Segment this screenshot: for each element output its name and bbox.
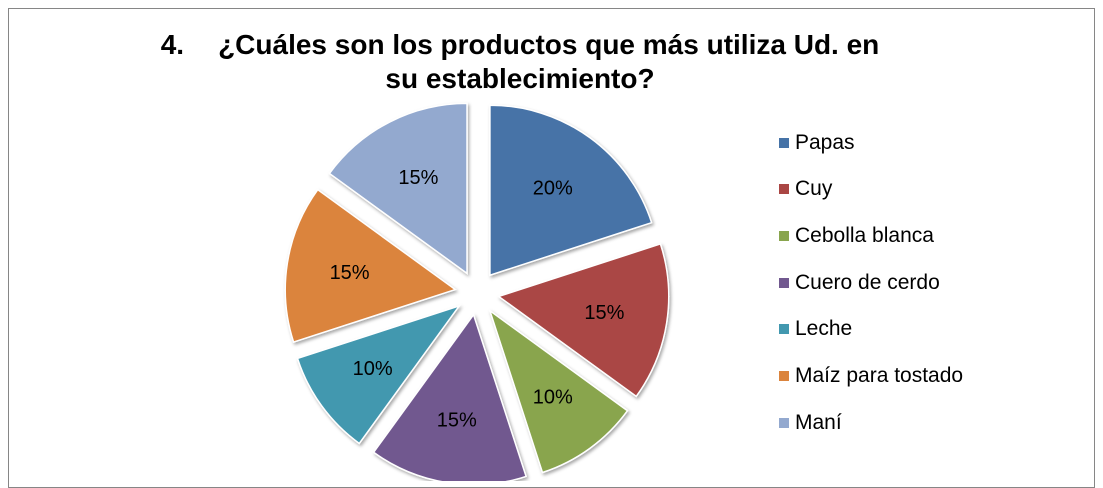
chart-title: 4. ¿Cuáles son los productos que más util… [140,28,900,96]
pie-data-labels: 20% 15% 10% 15% 10% 15% 15% [330,167,625,431]
legend-swatch [779,137,789,148]
pie-slice-4 [372,313,528,481]
data-label-4: 15% [437,409,477,431]
legend-swatch [779,370,789,381]
legend-swatch [779,277,789,288]
legend-swatch [779,184,789,195]
legend-item: Maní [779,407,963,438]
legend-item: Maíz para tostado [779,360,963,391]
legend-label: Leche [795,317,853,341]
legend-label: Maíz para tostado [795,363,964,387]
pie-slice-2 [497,242,670,398]
data-label-3: 10% [533,386,573,408]
legend-label: Cebolla blanca [795,223,934,247]
legend-label: Cuy [795,177,833,201]
chart-title-line-1: 4. ¿Cuáles son los productos que más util… [140,28,900,62]
chart-legend: Papas Cuy Cebolla blanca Cuero de cerdo Lech… [779,127,963,454]
legend-label: Papas [795,130,855,154]
legend-item: Cuy [779,174,963,205]
legend-swatch [779,324,789,335]
legend-label: Cuero de cerdo [795,270,940,294]
legend-item: Cebolla blanca [779,220,963,251]
legend-item: Papas [779,127,963,158]
data-label-5: 10% [353,358,393,380]
chart-title-number: 4. [160,29,185,60]
legend-swatch [779,230,789,241]
legend-swatch [779,417,789,428]
pie-slice-3 [488,308,629,474]
data-label-1: 20% [533,178,573,200]
pie-slice-6 [284,188,457,344]
data-label-2: 15% [584,302,624,324]
pie-slice-1 [489,104,653,277]
pie-slice-5 [296,304,462,445]
data-label-6: 15% [330,262,370,284]
legend-label: Maní [795,410,842,434]
chart-title-line-2: su establecimiento? [385,63,655,94]
legend-item: Cuero de cerdo [779,267,963,298]
pie-slice-7 [328,102,468,275]
legend-item: Leche [779,314,963,345]
pie-slices [284,102,670,481]
data-label-7: 15% [398,167,438,189]
chart-title-text-1: ¿Cuáles son los productos que más utiliz… [218,29,880,60]
